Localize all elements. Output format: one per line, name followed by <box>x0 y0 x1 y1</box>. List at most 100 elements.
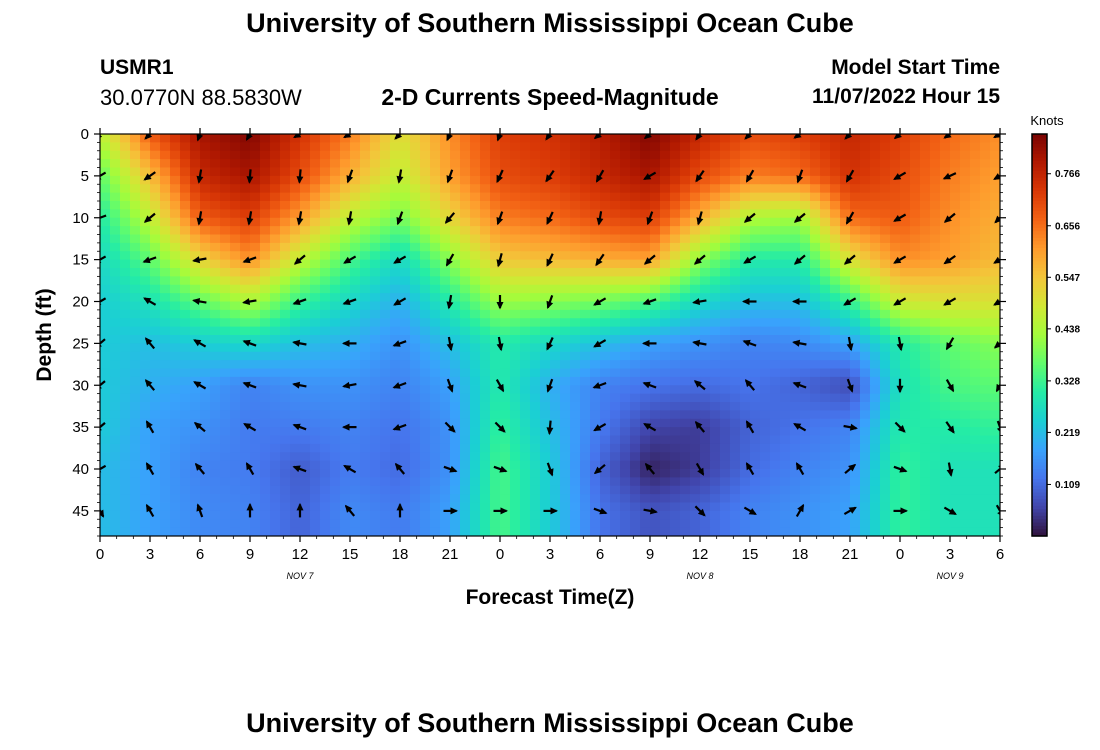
heatmap-cell <box>800 435 811 445</box>
heatmap-cell <box>230 242 241 252</box>
heatmap-cell <box>110 527 121 536</box>
heatmap-cell <box>980 301 991 311</box>
heatmap-cell <box>590 259 601 269</box>
heatmap-cell <box>310 469 321 478</box>
heatmap-cell <box>530 494 541 504</box>
heatmap-cell <box>490 360 501 370</box>
heatmap-cell <box>630 301 641 311</box>
heatmap-cell <box>470 469 481 478</box>
heatmap-cell <box>490 318 501 328</box>
current-arrow <box>144 134 153 140</box>
heatmap-cell <box>810 376 821 386</box>
heatmap-cell <box>140 301 151 311</box>
heatmap-cell <box>160 494 171 504</box>
heatmap-cell <box>350 485 361 495</box>
heatmap-cell <box>690 184 701 194</box>
heatmap-cell <box>130 326 141 336</box>
heatmap-cell <box>110 242 121 252</box>
heatmap-cell <box>930 519 941 529</box>
heatmap-cell <box>320 276 331 286</box>
heatmap-cell <box>630 318 641 328</box>
heatmap-cell <box>410 326 421 336</box>
heatmap-cell <box>790 368 801 378</box>
heatmap-cell <box>620 309 631 319</box>
heatmap-cell <box>520 217 531 227</box>
heatmap-cell <box>280 192 291 202</box>
heatmap-cell <box>980 209 991 219</box>
heatmap-cell <box>370 150 381 160</box>
heatmap-cell <box>530 268 541 277</box>
heatmap-cell <box>500 134 511 143</box>
colorbar-cell <box>1032 509 1047 514</box>
heatmap-cell <box>850 502 861 512</box>
heatmap-cell <box>820 368 831 378</box>
colorbar-cell <box>1032 214 1047 219</box>
heatmap-cell <box>490 519 501 529</box>
heatmap-cell <box>430 150 441 160</box>
heatmap-cell <box>960 284 971 294</box>
heatmap-cell <box>130 318 141 328</box>
heatmap-cell <box>670 435 681 445</box>
heatmap-cell <box>490 460 501 470</box>
heatmap-cell <box>590 209 601 219</box>
heatmap-cell <box>390 376 401 386</box>
heatmap-cell <box>810 284 821 294</box>
current-arrow <box>292 465 307 473</box>
heatmap-cell <box>710 293 721 303</box>
heatmap-cell <box>380 368 391 378</box>
heatmap-cell <box>430 485 441 495</box>
heatmap-cell <box>320 435 331 445</box>
heatmap-cell <box>590 167 601 177</box>
heatmap-cell <box>240 376 251 386</box>
heatmap-cell <box>310 268 321 277</box>
main-title: University of Southern Mississippi Ocean… <box>246 8 854 38</box>
heatmap-cell <box>390 410 401 420</box>
heatmap-cell <box>680 351 691 361</box>
colorbar-cell <box>1032 361 1047 366</box>
heatmap-cell <box>300 134 311 143</box>
heatmap-cell <box>910 201 921 210</box>
heatmap-cell <box>350 234 361 244</box>
heatmap-cell <box>490 494 501 504</box>
heatmap-cell <box>820 142 831 152</box>
heatmap-cell <box>950 527 961 536</box>
heatmap-cell <box>160 502 171 512</box>
heatmap-cell <box>850 251 861 261</box>
heatmap-cell <box>840 351 851 361</box>
colorbar-cell <box>1032 499 1047 504</box>
heatmap-cell <box>210 510 221 520</box>
heatmap-cell <box>510 418 521 428</box>
heatmap-cell <box>340 351 351 361</box>
heatmap-cell <box>400 284 411 294</box>
heatmap-cell <box>630 418 641 428</box>
heatmap-cell <box>860 318 871 328</box>
heatmap-cell <box>390 201 401 210</box>
heatmap-cell <box>630 134 641 143</box>
heatmap-cell <box>190 209 201 219</box>
heatmap-cell <box>720 326 731 336</box>
heatmap-cell <box>170 301 181 311</box>
heatmap-cell <box>180 368 191 378</box>
heatmap-cell <box>660 435 671 445</box>
heatmap-cell <box>400 418 411 428</box>
heatmap-cell <box>410 376 421 386</box>
heatmap-cell <box>370 251 381 261</box>
heatmap-cell <box>820 159 831 169</box>
current-arrow <box>593 339 607 348</box>
heatmap-cell <box>320 502 331 512</box>
heatmap-cell <box>430 368 441 378</box>
heatmap-cell <box>370 326 381 336</box>
heatmap-cell <box>720 251 731 261</box>
heatmap-cell <box>700 326 711 336</box>
heatmap-cell <box>330 301 341 311</box>
heatmap-cell <box>600 427 611 437</box>
heatmap-cell <box>910 460 921 470</box>
heatmap-cell <box>100 418 111 428</box>
heatmap-cell <box>140 469 151 478</box>
heatmap-cell <box>820 410 831 420</box>
heatmap-cell <box>930 460 941 470</box>
heatmap-cell <box>420 477 431 487</box>
heatmap-cell <box>340 201 351 210</box>
heatmap-cell <box>740 276 751 286</box>
heatmap-cell <box>220 217 231 227</box>
